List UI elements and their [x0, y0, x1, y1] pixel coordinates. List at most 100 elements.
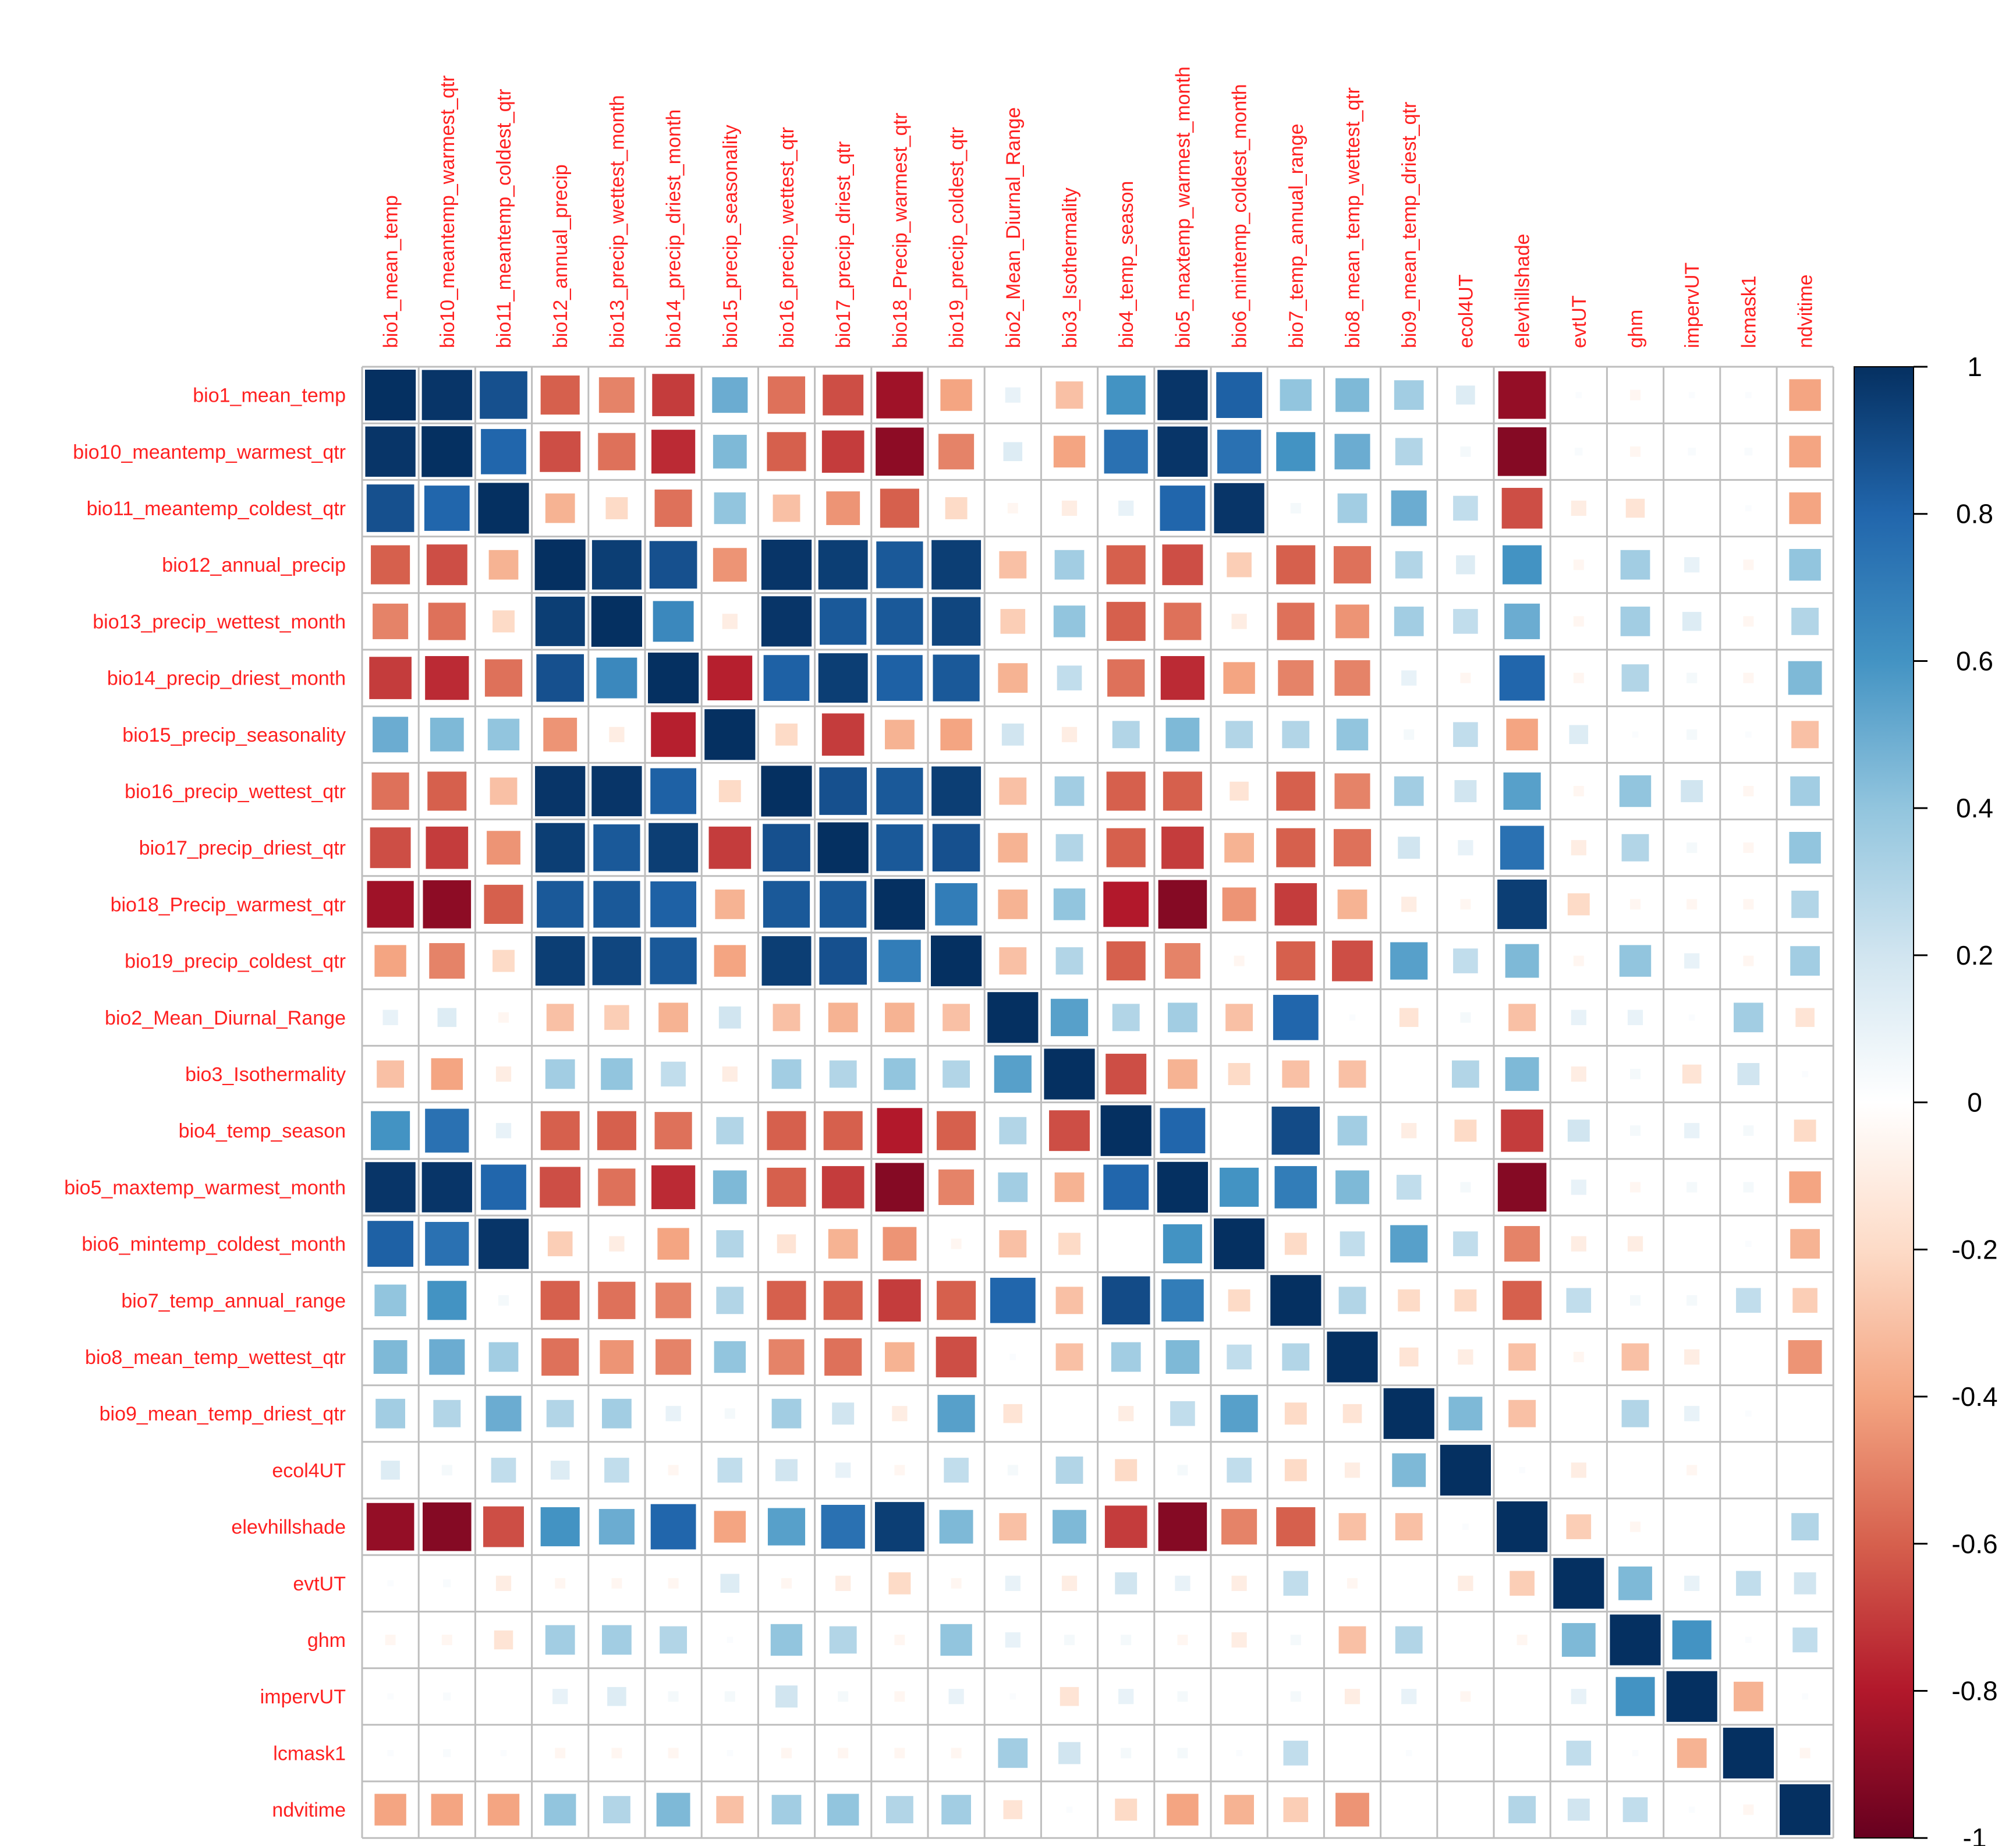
cell-bio8-mean-temp-wettest-qtr-bio12-annual-precip — [540, 1337, 580, 1377]
cell-bio3-isothermality-bio2-mean-diurnal-range — [993, 1054, 1033, 1094]
colorbar-tick-label: -0.2 — [1951, 1234, 1997, 1264]
cell-lcmask1-bio12-annual-precip — [554, 1746, 567, 1760]
cell-elevhillshade-ecol4ut — [1461, 1522, 1470, 1531]
cell-evtut-bio18-precip-warmest-qtr — [887, 1571, 912, 1596]
cell-lcmask1-bio11-meantemp-coldest-qtr — [499, 1749, 508, 1758]
cell-bio4-temp-season-lcmask1 — [1742, 1124, 1755, 1138]
cell-bio11-meantemp-coldest-qtr-bio12-annual-precip — [544, 492, 576, 525]
cell-bio8-mean-temp-wettest-qtr-ndvitime — [1787, 1339, 1823, 1375]
cell-bio9-mean-temp-driest-qtr-bio6-mintemp-coldest-month — [1219, 1394, 1259, 1434]
cell-bio13-precip-wettest-month-ghm — [1619, 605, 1652, 637]
cell-bio16-precip-wettest-qtr-bio2-mean-diurnal-range — [998, 776, 1028, 806]
cell-bio15-precip-seasonality-bio3-isothermality — [1060, 725, 1079, 743]
cell-bio11-meantemp-coldest-qtr-bio17-precip-driest-qtr — [825, 490, 862, 526]
colorbar-tick-label: -0.8 — [1951, 1675, 1997, 1706]
cell-lcmask1-bio6-mintemp-coldest-month — [1235, 1749, 1243, 1758]
cell-bio10-meantemp-warmest-qtr-ndvitime — [1788, 434, 1822, 469]
cell-bio18-precip-warmest-qtr-bio18-precip-warmest-qtr — [873, 877, 927, 931]
cell-bio14-precip-driest-month-bio3-isothermality — [1055, 664, 1083, 692]
cell-bio18-precip-warmest-qtr-bio8-mean-temp-wettest-qtr — [1336, 888, 1369, 920]
cell-ghm-bio11-meantemp-coldest-qtr — [493, 1629, 515, 1651]
cell-ndvitime-lcmask1 — [1742, 1803, 1755, 1816]
cell-bio3-isothermality-bio15-precip-seasonality — [721, 1065, 739, 1083]
cell-bio1-mean-temp-impervut — [1687, 391, 1696, 399]
cell-bio19-precip-coldest-qtr-ndvitime — [1789, 945, 1821, 977]
row-label-elevhillshade: elevhillshade — [231, 1517, 346, 1539]
cell-elevhillshade-bio6-mintemp-coldest-month — [1220, 1508, 1259, 1546]
row-label-bio19-precip-coldest-qtr: bio19_precip_coldest_qtr — [125, 951, 346, 973]
cell-bio16-precip-wettest-qtr-bio6-mintemp-coldest-month — [1228, 780, 1250, 802]
cell-bio5-maxtemp-warmest-month-bio9-mean-temp-driest-qtr — [1395, 1174, 1423, 1201]
cell-bio13-precip-wettest-month-ndvitime — [1790, 606, 1820, 636]
cell-bio11-meantemp-coldest-qtr-bio7-temp-annual-range — [1289, 502, 1302, 515]
cell-bio15-precip-seasonality-bio10-meantemp-warmest-qtr — [428, 716, 465, 753]
row-label-bio8-mean-temp-wettest-qtr: bio8_mean_temp_wettest_qtr — [85, 1347, 346, 1369]
cell-bio4-temp-season-bio7-temp-annual-range — [1270, 1105, 1321, 1156]
colorbar-tick-label: -1 — [1963, 1823, 1987, 1846]
cell-bio14-precip-driest-month-elevhillshade — [1498, 654, 1546, 702]
cell-bio16-precip-wettest-qtr-ecol4ut — [1453, 779, 1478, 803]
cell-evtut-bio10-meantemp-warmest-qtr — [442, 1578, 452, 1589]
cell-bio6-mintemp-coldest-month-bio9-mean-temp-driest-qtr — [1389, 1224, 1429, 1264]
row-label-impervut: impervUT — [260, 1686, 346, 1708]
cell-bio12-annual-precip-evtut — [1572, 558, 1585, 572]
cell-bio3-isothermality-impervut — [1681, 1063, 1703, 1085]
cell-bio11-meantemp-coldest-qtr-bio2-mean-diurnal-range — [1006, 502, 1019, 515]
cell-bio19-precip-coldest-qtr-bio1-mean-temp — [373, 944, 408, 978]
cell-bio19-precip-coldest-qtr-impervut — [1683, 952, 1701, 970]
cell-elevhillshade-bio9-mean-temp-driest-qtr — [1394, 1512, 1424, 1542]
cell-bio9-mean-temp-driest-qtr-bio5-maxtemp-warmest-month — [1169, 1399, 1196, 1427]
cell-bio18-precip-warmest-qtr-bio5-maxtemp-warmest-month — [1157, 878, 1209, 930]
cell-bio16-precip-wettest-qtr-bio8-mean-temp-wettest-qtr — [1333, 772, 1372, 810]
cell-bio11-meantemp-coldest-qtr-elevhillshade — [1500, 487, 1544, 530]
cell-bio18-precip-warmest-qtr-bio12-annual-precip — [536, 880, 585, 929]
cell-bio19-precip-coldest-qtr-bio4-temp-season — [1105, 940, 1147, 982]
cell-bio19-precip-coldest-qtr-bio9-mean-temp-driest-qtr — [1389, 941, 1429, 981]
cell-bio3-isothermality-bio16-precip-wettest-qtr — [770, 1058, 803, 1090]
cell-bio11-meantemp-coldest-qtr-bio15-precip-seasonality — [713, 491, 747, 526]
cell-bio3-isothermality-bio8-mean-temp-wettest-qtr — [1337, 1059, 1367, 1089]
column-label-bio2-mean-diurnal-range: bio2_Mean_Diurnal_Range — [1002, 107, 1025, 348]
cell-bio14-precip-driest-month-lcmask1 — [1742, 671, 1755, 685]
cell-bio7-temp-annual-range-bio8-mean-temp-wettest-qtr — [1337, 1285, 1367, 1316]
cell-bio15-precip-seasonality-bio18-precip-warmest-qtr — [884, 718, 916, 751]
cell-bio4-temp-season-impervut — [1683, 1122, 1701, 1140]
cell-bio14-precip-driest-month-bio15-precip-seasonality — [706, 654, 754, 701]
cell-impervut-bio7-temp-annual-range — [1289, 1690, 1302, 1703]
cell-bio17-precip-driest-qtr-bio7-temp-annual-range — [1275, 827, 1317, 869]
cell-bio1-mean-temp-bio9-mean-temp-driest-qtr — [1393, 379, 1425, 411]
column-label-evtut: evtUT — [1568, 295, 1590, 348]
cell-ecol4ut-bio19-precip-coldest-qtr — [943, 1457, 970, 1484]
cell-bio18-precip-warmest-qtr-ghm — [1629, 898, 1642, 911]
cell-ghm-bio4-temp-season — [1119, 1634, 1133, 1646]
cell-evtut-bio13-precip-wettest-month — [610, 1576, 623, 1590]
cell-bio2-mean-diurnal-range-bio12-annual-precip — [545, 1002, 575, 1033]
cell-bio17-precip-driest-qtr-impervut — [1685, 841, 1699, 855]
cell-bio19-precip-coldest-qtr-lcmask1 — [1742, 954, 1755, 968]
cell-bio5-maxtemp-warmest-month-bio6-mintemp-coldest-month — [1218, 1166, 1260, 1208]
cell-impervut-bio5-maxtemp-warmest-month — [1176, 1690, 1189, 1703]
cell-bio3-isothermality-bio7-temp-annual-range — [1281, 1059, 1311, 1089]
cell-ecol4ut-bio9-mean-temp-driest-qtr — [1391, 1452, 1427, 1489]
cell-bio19-precip-coldest-qtr-bio10-meantemp-warmest-qtr — [428, 942, 466, 980]
cell-bio18-precip-warmest-qtr-impervut — [1685, 898, 1699, 911]
column-label-ndvitime: ndvitime — [1795, 274, 1817, 348]
cell-ndvitime-bio2-mean-diurnal-range — [1002, 1799, 1024, 1820]
cell-bio15-precip-seasonality-bio7-temp-annual-range — [1281, 720, 1311, 750]
cell-bio11-meantemp-coldest-qtr-evtut — [1569, 499, 1588, 518]
column-label-bio1-mean-temp: bio1_mean_temp — [380, 195, 402, 348]
cell-bio7-temp-annual-range-lcmask1 — [1735, 1287, 1762, 1314]
cell-ecol4ut-bio18-precip-warmest-qtr — [893, 1464, 906, 1477]
cell-bio19-precip-coldest-qtr-bio6-mintemp-coldest-month — [1232, 954, 1246, 968]
cell-bio16-precip-wettest-qtr-lcmask1 — [1742, 785, 1755, 798]
cell-bio19-precip-coldest-qtr-bio3-isothermality — [1054, 946, 1085, 976]
cell-elevhillshade-bio14-precip-driest-month — [649, 1503, 697, 1551]
cell-bio6-mintemp-coldest-month-ecol4ut — [1452, 1230, 1479, 1257]
cell-ghm-bio3-isothermality — [1063, 1634, 1076, 1646]
cell-ecol4ut-bio8-mean-temp-wettest-qtr — [1343, 1461, 1362, 1479]
cell-ghm-bio15-precip-seasonality — [725, 1635, 735, 1645]
cell-ghm-bio8-mean-temp-wettest-qtr — [1337, 1625, 1367, 1655]
cell-bio12-annual-precip-lcmask1 — [1742, 558, 1755, 572]
cell-bio4-temp-season-bio18-precip-warmest-qtr — [876, 1107, 924, 1155]
cell-bio1-mean-temp-bio4-temp-season — [1105, 374, 1147, 416]
